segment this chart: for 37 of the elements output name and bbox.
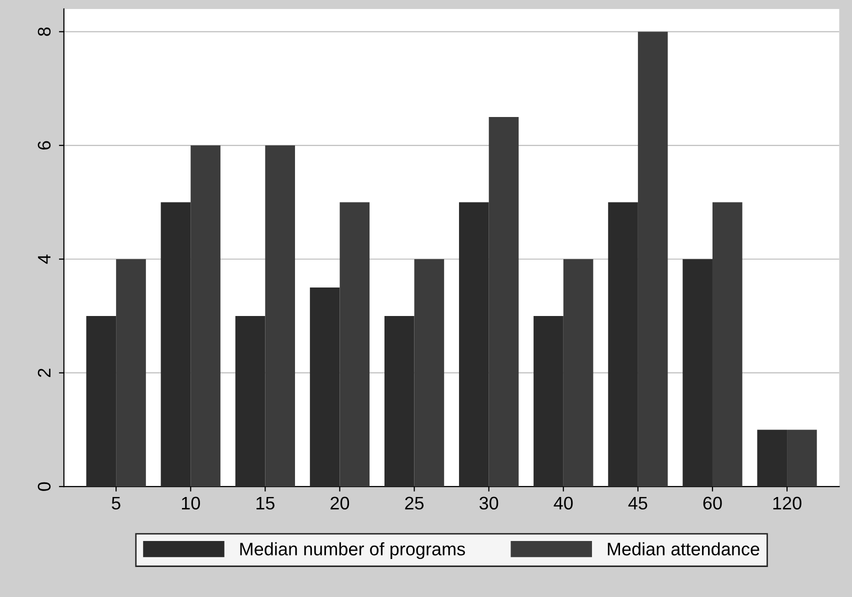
bar: [265, 145, 296, 487]
bar: [563, 259, 594, 487]
x-tick-label: 5: [112, 496, 120, 510]
bar: [235, 316, 266, 487]
bar: [534, 316, 564, 487]
x-tick-label: 120: [773, 496, 802, 510]
bar: [712, 202, 742, 487]
bar: [310, 288, 340, 487]
x-tick-label: 15: [256, 496, 274, 510]
bar: [682, 259, 712, 487]
bar: [384, 316, 414, 487]
x-tick-label: 45: [628, 496, 648, 510]
y-tick-label: 4: [38, 254, 50, 264]
y-tick-label: 8: [38, 27, 51, 36]
x-tick-label: 20: [330, 496, 350, 510]
bar: [190, 145, 220, 487]
bar: [340, 202, 370, 487]
x-tick-label: 25: [405, 496, 424, 510]
bar: [414, 259, 444, 487]
legend-label: Median attendance: [608, 542, 760, 556]
bar: [608, 202, 638, 487]
x-tick-label: 30: [479, 496, 498, 510]
bar: [459, 202, 489, 487]
x-tick-label: 10: [182, 496, 200, 510]
bar: [116, 259, 146, 487]
y-tick-label: 2: [38, 368, 50, 377]
bar: [488, 116, 519, 487]
y-tick-label: 6: [38, 141, 51, 150]
x-tick-label: 60: [703, 496, 722, 510]
bar: [787, 430, 817, 487]
bar: [86, 316, 116, 487]
bar: [757, 430, 788, 487]
bar: [160, 202, 191, 487]
y-tick-label: 0: [38, 482, 51, 491]
bar: [638, 32, 668, 487]
x-tick-label: 40: [554, 496, 573, 510]
legend-label: Median number of programs: [240, 542, 465, 560]
